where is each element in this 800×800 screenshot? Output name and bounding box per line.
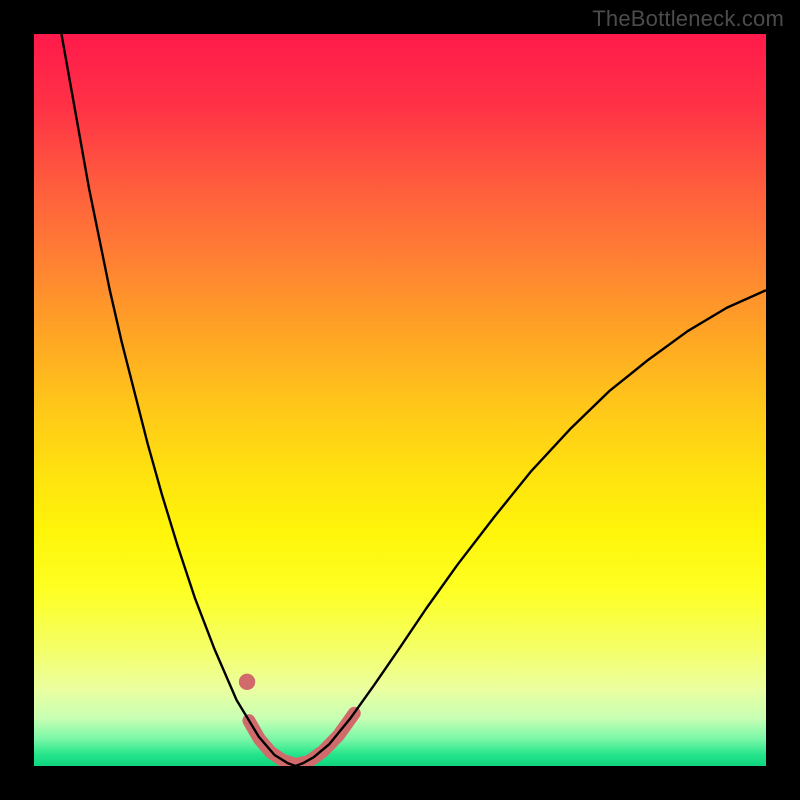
figure-stage: TheBottleneck.com xyxy=(0,0,800,800)
background-gradient xyxy=(34,34,766,766)
watermark-text: TheBottleneck.com xyxy=(592,6,784,32)
plot-region xyxy=(34,34,766,766)
